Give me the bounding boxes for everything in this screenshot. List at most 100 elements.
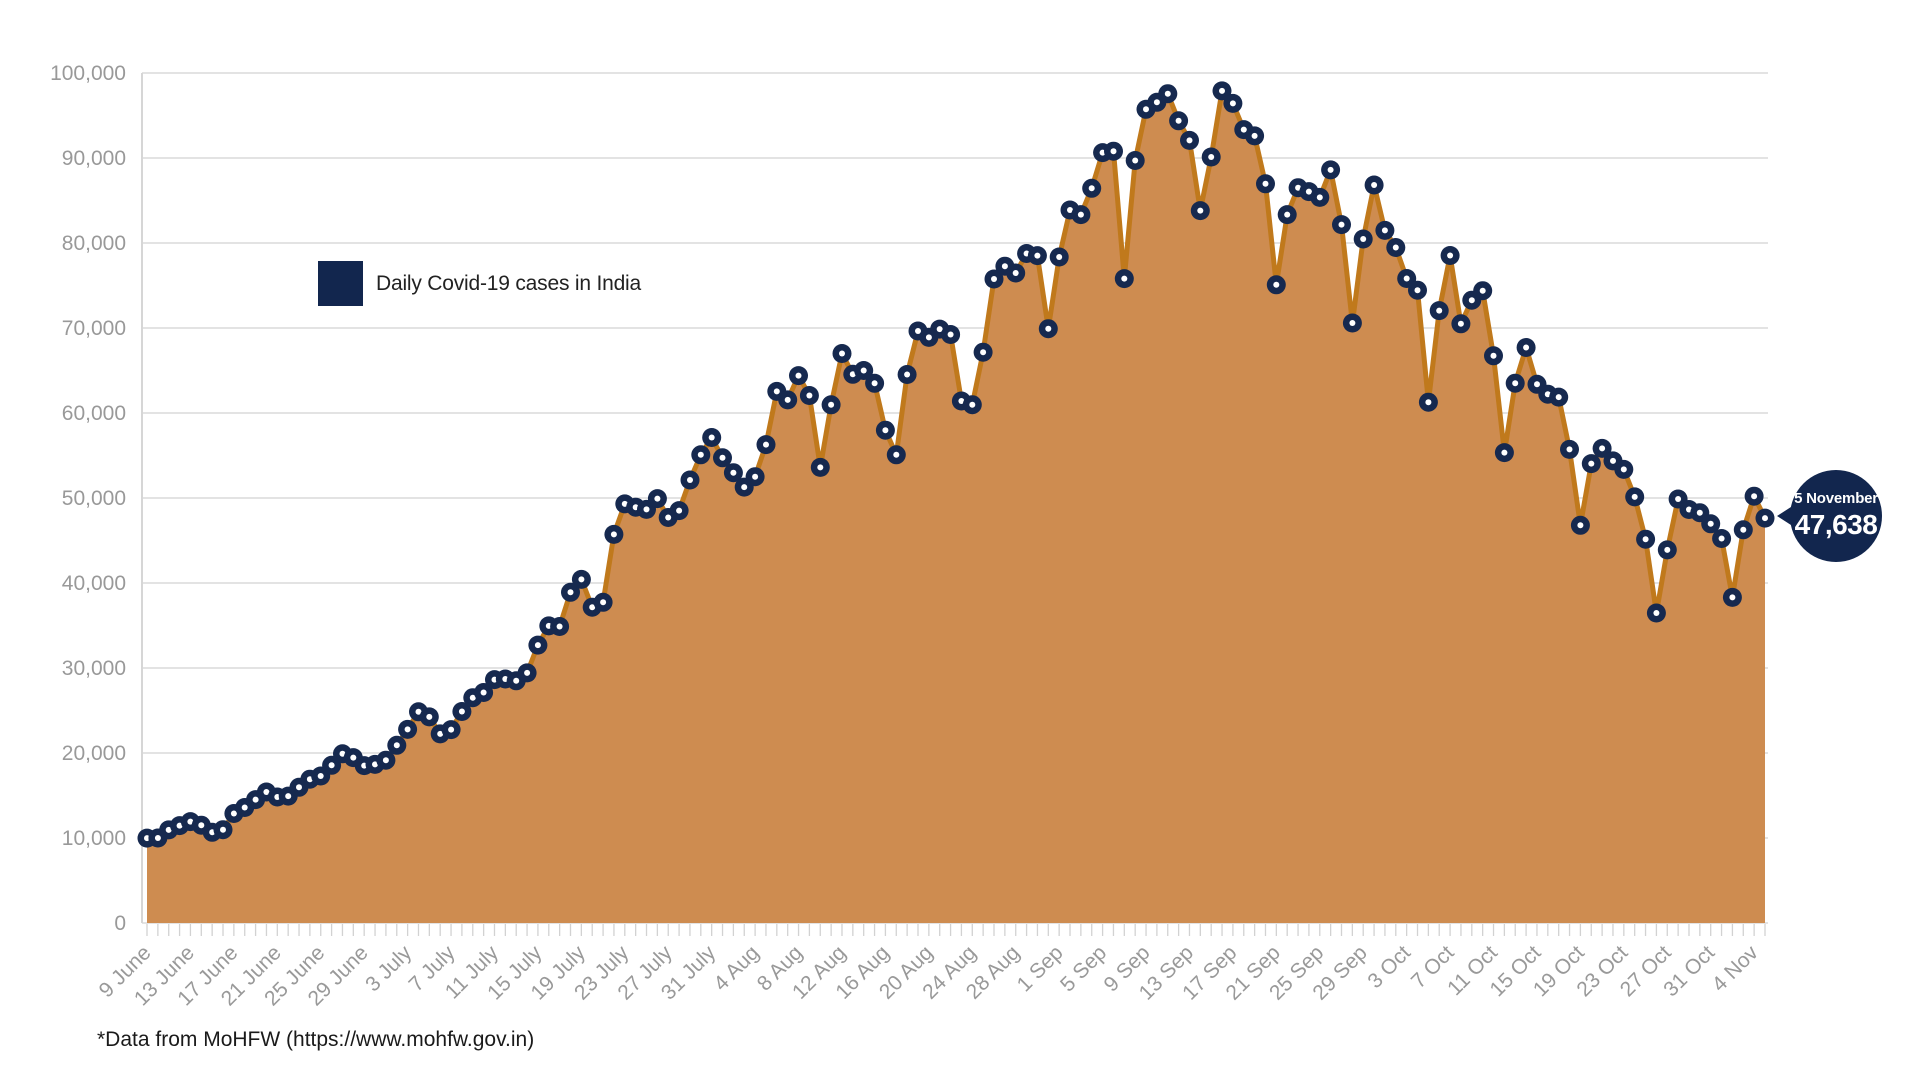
y-tick-label: 20,000 [62, 742, 126, 765]
data-point-hole [1468, 297, 1475, 304]
data-point-hole [1479, 287, 1486, 294]
data-point-hole [839, 350, 845, 357]
data-point-hole [1599, 445, 1606, 452]
data-point-hole [1436, 307, 1443, 314]
data-point-hole [1696, 509, 1703, 516]
data-point-hole [1653, 610, 1660, 616]
x-tick-label: 4 Nov [1708, 941, 1763, 996]
data-point-hole [1512, 380, 1519, 387]
data-point-hole [806, 392, 813, 399]
data-point-hole [393, 742, 400, 749]
data-point-hole [1208, 154, 1215, 160]
data-point-hole [828, 401, 835, 408]
data-point-hole [1034, 252, 1041, 259]
data-point-hole [991, 276, 997, 282]
data-point-hole [1067, 207, 1073, 213]
y-tick-label: 40,000 [62, 572, 126, 595]
data-point-hole [1316, 194, 1323, 201]
area-fill [147, 90, 1765, 923]
data-point-hole [339, 750, 346, 757]
data-point-hole [708, 434, 715, 441]
data-point-hole [198, 822, 205, 829]
x-tick-label: 1 Sep [1013, 941, 1068, 996]
data-point-hole [1381, 227, 1388, 234]
data-point-hole [871, 380, 878, 387]
data-point-hole [1164, 90, 1171, 97]
data-point-hole [969, 401, 976, 408]
data-point-hole [936, 326, 943, 333]
data-point-hole [1110, 148, 1117, 155]
data-point-hole [1501, 449, 1508, 456]
legend-daily-cases[interactable]: Daily Covid-19 cases in India [318, 261, 641, 306]
data-point-hole [578, 576, 585, 583]
data-point-hole [1740, 526, 1747, 533]
data-point-hole [1642, 536, 1649, 543]
data-point-hole [610, 531, 617, 538]
data-point-hole [1360, 236, 1367, 242]
data-point-hole [263, 789, 270, 795]
data-point-hole [1490, 352, 1497, 359]
data-point-hole [252, 796, 259, 803]
data-point-hole [1425, 399, 1432, 406]
data-point-hole [1186, 137, 1193, 144]
data-point-hole [784, 396, 791, 403]
data-point-hole [1295, 184, 1302, 191]
data-point-hole [1566, 446, 1573, 453]
data-point-hole [1610, 457, 1616, 464]
data-point-hole [915, 328, 921, 334]
legend-swatch-icon [318, 261, 363, 306]
data-point-hole [1338, 221, 1345, 228]
data-point-hole [1729, 594, 1736, 601]
data-point-hole [165, 826, 172, 833]
x-tick-label: 5 Sep [1056, 941, 1111, 996]
data-point-hole [1447, 252, 1454, 259]
data-point-hole [524, 669, 531, 676]
data-point-hole [469, 694, 476, 701]
x-tick-label: 4 Aug [709, 941, 763, 995]
data-point-hole [589, 604, 596, 611]
data-point-hole [556, 623, 563, 630]
data-point-hole [893, 451, 900, 458]
data-point-hole [1045, 325, 1052, 332]
data-point-hole [947, 331, 954, 338]
data-point-hole [1403, 275, 1410, 282]
data-point-hole [1534, 381, 1540, 388]
data-point-hole [817, 464, 824, 471]
data-point-hole [1588, 460, 1595, 467]
data-point-hole [654, 495, 661, 502]
data-point-hole [676, 507, 683, 514]
data-point-hole [1219, 87, 1225, 94]
data-point-hole [719, 454, 726, 461]
data-point-hole [1457, 320, 1464, 327]
data-point-hole [513, 677, 520, 684]
data-point-hole [241, 804, 248, 811]
data-point-hole [621, 500, 628, 507]
data-point-hole [643, 506, 650, 513]
data-point-hole [187, 818, 194, 825]
data-point-hole [285, 793, 292, 800]
data-point-hole [1262, 180, 1269, 187]
data-point-hole [1371, 182, 1378, 188]
data-point-hole [1175, 117, 1182, 124]
x-tick-label: 3 Oct [1363, 941, 1415, 993]
data-point-hole [773, 388, 780, 395]
data-point-hole [980, 349, 987, 356]
data-point-hole [1707, 520, 1714, 527]
data-point-hole [1544, 391, 1551, 398]
data-point-hole [1327, 166, 1334, 173]
latest-value-callout: 5 November 47,638 [1777, 470, 1882, 562]
data-point-hole [665, 514, 672, 521]
data-point-hole [1555, 394, 1562, 401]
data-point-hole [687, 477, 693, 483]
data-point-hole [480, 689, 487, 696]
data-point-hole [1229, 100, 1236, 107]
data-point-hole [437, 730, 444, 737]
data-point-hole [1392, 244, 1399, 251]
data-point-hole [1088, 185, 1095, 192]
data-source-footnote: *Data from MoHFW (https://www.mohfw.gov.… [97, 1028, 535, 1051]
data-point-hole [534, 642, 541, 649]
data-point-hole [1273, 281, 1280, 288]
data-point-hole [1012, 270, 1019, 276]
